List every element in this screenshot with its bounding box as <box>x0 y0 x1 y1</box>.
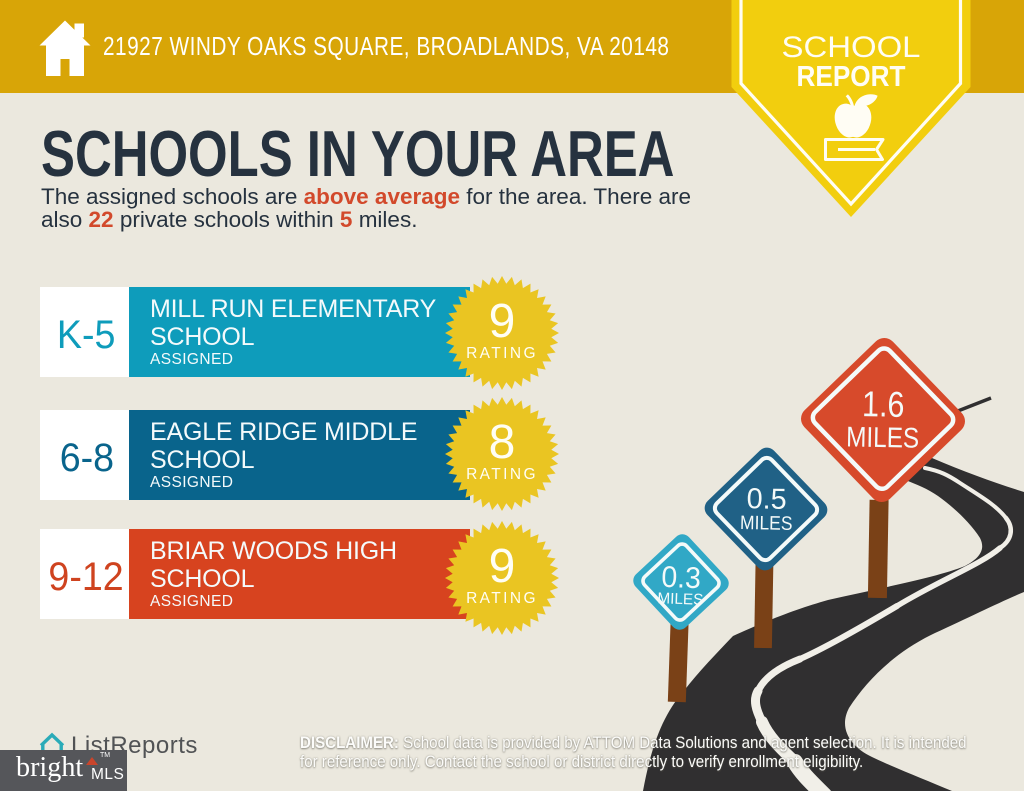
svg-text:9: 9 <box>489 540 516 593</box>
svg-text:MILES: MILES <box>657 590 704 609</box>
svg-text:RATING: RATING <box>466 345 538 362</box>
svg-text:9: 9 <box>489 295 516 348</box>
svg-text:RATING: RATING <box>466 466 538 483</box>
svg-text:MILES: MILES <box>846 421 920 454</box>
svg-text:0.3: 0.3 <box>661 561 702 595</box>
svg-text:8: 8 <box>489 416 516 469</box>
svg-text:MILES: MILES <box>740 512 793 535</box>
svg-text:RATING: RATING <box>466 590 538 607</box>
svg-text:SCHOOL: SCHOOL <box>782 31 921 64</box>
svg-text:REPORT: REPORT <box>797 61 906 93</box>
svg-text:0.5: 0.5 <box>746 483 787 516</box>
svg-text:1.6: 1.6 <box>862 383 905 425</box>
